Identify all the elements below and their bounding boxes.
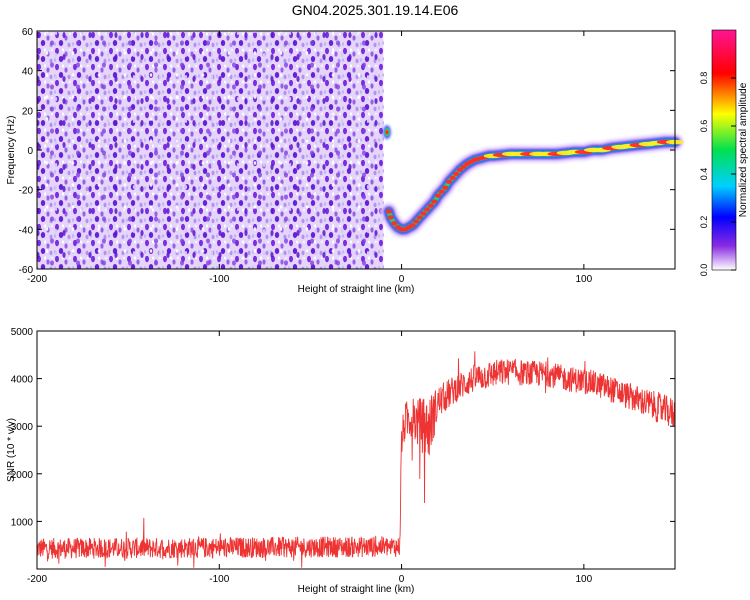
snr-frame [36,330,676,570]
spectrogram-frame [36,30,676,270]
spectrogram-y-tick-label: 60 [22,27,34,38]
colorbar-gradient [711,29,737,271]
spectrogram-y-tick-label: -40 [19,225,34,236]
colorbar-tick-label: 0.8 [699,72,709,85]
blip-core [385,129,389,135]
snr-y-tick-label: 2000 [11,470,34,481]
ridge-point [453,171,460,176]
snr-y-tick-label: 5000 [11,327,34,338]
figure-title: GN04.2025.301.19.14.E06 [292,2,459,18]
spectrogram-y-tick-label: 20 [22,106,34,117]
colorbar: 0.0 0.2 0.4 0.6 0.8 Normalized spectral ampl… [699,29,749,277]
ridge-point [460,164,467,170]
snr-y-tick-label: 4000 [11,375,34,386]
spectrogram-x-tick-label: -100 [209,274,229,285]
spectrogram-y-tick-label: 0 [27,146,33,157]
snr-x-label: Height of straight line (km) [298,584,415,595]
snr-series [36,351,676,568]
ridge-point [431,199,438,204]
ridge-point [456,167,464,173]
spectrogram-x-tick-label: 0 [399,274,405,285]
spectrogram-x-tick-label: -200 [27,274,47,285]
snr-line [36,351,676,568]
colorbar-label: Normalized spectral amplitude [738,82,749,217]
spectrogram-y-label: Frequency (Hz) [6,116,17,185]
ridge-point [385,209,393,214]
snr-y-label: SNR (10 * v/v) [6,418,17,482]
snr-x-tick-label: 0 [399,574,405,585]
ridge-point [434,193,442,198]
snr-x-tick-label: 100 [576,574,593,585]
spectrogram-x-tick-label: 100 [576,274,593,285]
snr-ticks: -200 -100 0 100 1000 2000 3000 4000 5000 [11,327,675,585]
spectrogram-y-tick-label: -20 [19,186,34,197]
colorbar-tick-label: 0.4 [699,168,709,181]
snr-plot-area [37,331,675,569]
noise-region-overlay [37,31,384,269]
snr-y-tick-label: 3000 [11,422,34,433]
snr-x-tick-label: -200 [27,574,47,585]
ridge-point [438,189,445,194]
spectrogram-x-label: Height of straight line (km) [298,284,415,295]
ridge-point [420,211,427,216]
colorbar-tick-label: 0.6 [699,120,709,133]
ridge-point [387,215,394,220]
ridge-point [445,179,453,184]
ridge-point [409,223,416,228]
ridge-point [442,185,449,190]
spectrogram-y-tick-label: -60 [19,265,34,276]
colorbar-tick-label: 0.0 [699,264,709,277]
snr-x-tick-label: -100 [209,574,229,585]
ridge-point [449,175,456,180]
ridge-point [427,203,434,208]
snr-y-tick-label: 1000 [11,517,34,528]
colorbar-ticks: 0.0 0.2 0.4 0.6 0.8 [699,72,736,277]
ridge-point [423,207,431,212]
ridge-point [416,215,423,220]
ridge-point [412,219,420,224]
colorbar-tick-label: 0.2 [699,216,709,229]
ridge-layer [379,125,684,239]
spectrogram-y-tick-label: 40 [22,67,34,78]
snr-panel: -200 -100 0 100 1000 2000 3000 4000 5000 Height … [6,327,676,595]
ridge-point [391,221,398,226]
